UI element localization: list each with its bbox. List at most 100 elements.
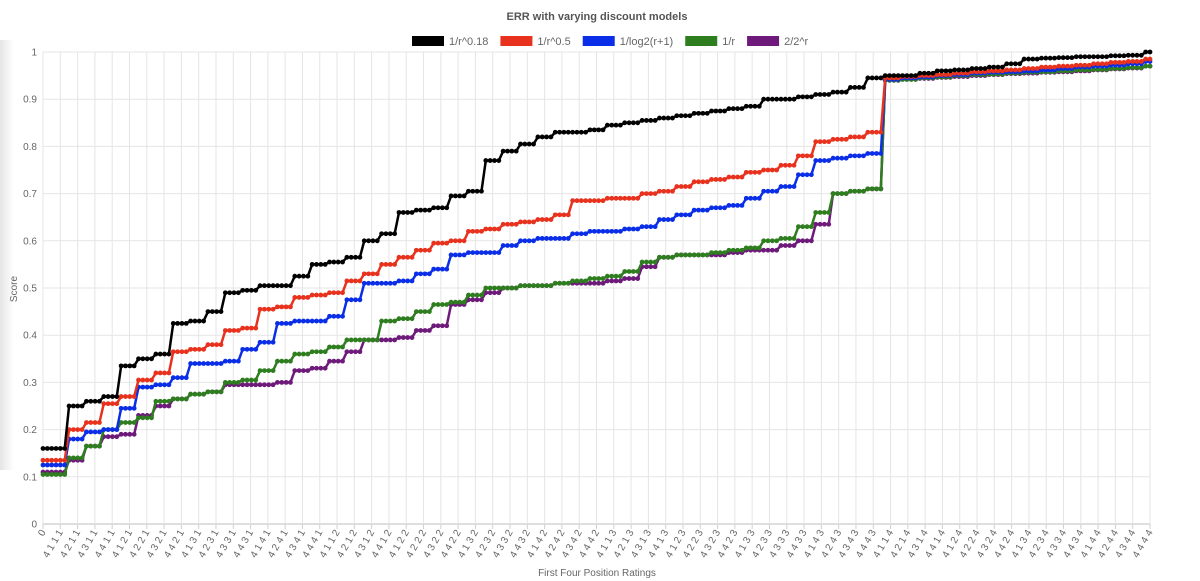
- data-point: [305, 368, 311, 373]
- data-point: [409, 254, 415, 260]
- data-point: [739, 106, 745, 112]
- data-point: [730, 106, 736, 112]
- x-tick-label: 0: [36, 528, 49, 539]
- data-point: [205, 361, 211, 366]
- data-point: [131, 363, 137, 369]
- data-point: [1117, 53, 1123, 59]
- data-point: [361, 271, 367, 277]
- data-point: [374, 271, 380, 277]
- data-point: [778, 96, 784, 102]
- data-point: [617, 228, 623, 234]
- data-point: [426, 328, 432, 333]
- data-point: [518, 219, 523, 225]
- data-point: [301, 318, 306, 324]
- data-point: [574, 129, 580, 135]
- data-point: [626, 226, 632, 232]
- data-point: [822, 139, 827, 145]
- data-point: [748, 195, 754, 201]
- data-point: [1130, 52, 1136, 58]
- data-point: [991, 64, 997, 70]
- data-point: [804, 238, 810, 244]
- data-point: [1065, 55, 1070, 61]
- data-point: [591, 127, 597, 133]
- data-point: [244, 377, 250, 383]
- data-point: [357, 254, 363, 260]
- data-point: [865, 129, 871, 135]
- data-point: [887, 73, 892, 78]
- data-point: [1108, 66, 1114, 71]
- legend-label: 1/r^0.5: [537, 36, 570, 48]
- data-point: [561, 280, 567, 286]
- data-point: [114, 401, 120, 407]
- data-point: [600, 280, 606, 286]
- data-point: [830, 155, 836, 161]
- data-point: [1112, 59, 1118, 65]
- data-point: [288, 380, 293, 385]
- data-point: [483, 158, 489, 163]
- data-point: [374, 238, 380, 244]
- data-point: [379, 318, 385, 324]
- data-point: [44, 457, 50, 463]
- data-point: [496, 158, 502, 163]
- data-point: [453, 299, 458, 305]
- data-point: [435, 266, 441, 272]
- data-point: [483, 250, 489, 256]
- data-point: [626, 120, 632, 126]
- data-point: [874, 129, 879, 135]
- data-point: [431, 205, 437, 211]
- data-point: [865, 186, 871, 192]
- data-point: [960, 67, 966, 73]
- data-point: [205, 309, 211, 314]
- data-point: [657, 188, 662, 194]
- data-point: [188, 318, 194, 324]
- data-point: [201, 391, 207, 397]
- data-point: [869, 151, 875, 156]
- data-point: [735, 106, 740, 112]
- data-point: [422, 271, 428, 277]
- data-point: [470, 188, 476, 194]
- data-point: [479, 188, 484, 194]
- data-point: [231, 328, 237, 333]
- data-point: [492, 250, 497, 256]
- data-point: [713, 250, 719, 256]
- data-point: [544, 217, 549, 222]
- data-point: [670, 217, 675, 222]
- data-point: [613, 278, 619, 284]
- data-point: [318, 292, 324, 298]
- data-point: [435, 323, 441, 329]
- data-point: [110, 401, 115, 407]
- data-point: [144, 377, 150, 383]
- data-point: [279, 283, 285, 289]
- data-point: [62, 457, 68, 463]
- data-point: [348, 297, 354, 303]
- data-point: [418, 207, 424, 213]
- data-point: [717, 250, 723, 256]
- data-point: [665, 254, 671, 260]
- data-point: [318, 318, 324, 324]
- data-point: [539, 283, 545, 289]
- data-point: [1021, 56, 1027, 62]
- data-point: [570, 278, 576, 284]
- data-point: [1125, 65, 1131, 70]
- data-point: [466, 292, 471, 298]
- data-point: [253, 346, 259, 352]
- data-point: [791, 184, 797, 189]
- chart-title: ERR with varying discount models: [507, 11, 688, 23]
- data-point: [101, 427, 107, 432]
- data-point: [713, 205, 719, 211]
- data-point: [209, 361, 215, 366]
- data-point: [79, 455, 85, 461]
- left-edge-shadow: [0, 40, 14, 470]
- data-point: [283, 304, 289, 310]
- data-point: [314, 349, 319, 355]
- data-point: [435, 302, 441, 307]
- data-point: [561, 129, 567, 135]
- legend-swatch: [747, 36, 780, 46]
- data-point: [878, 75, 884, 81]
- data-point: [92, 398, 98, 404]
- data-point: [209, 342, 215, 348]
- data-point: [253, 325, 259, 331]
- data-point: [670, 188, 675, 194]
- data-point: [235, 358, 241, 364]
- data-point: [1121, 59, 1127, 65]
